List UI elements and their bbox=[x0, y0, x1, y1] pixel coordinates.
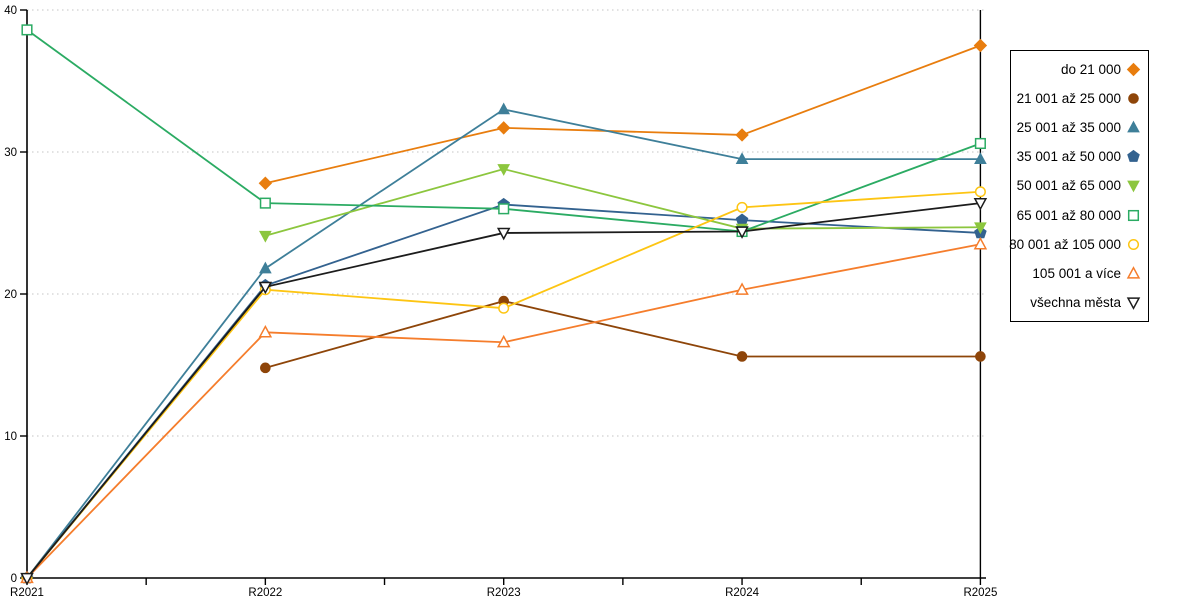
triangle-down-open-icon bbox=[1126, 297, 1141, 310]
triangle-up-marker bbox=[497, 102, 511, 115]
series-do-21-000 bbox=[258, 38, 988, 190]
legend-item-v-echna-m-sta: všechna města bbox=[1011, 295, 1148, 310]
diamond-filled-icon bbox=[1126, 62, 1141, 77]
triangle-up-filled-icon bbox=[1127, 120, 1140, 133]
series-50-001-a-65-000 bbox=[259, 164, 987, 243]
x-tick-label: R2024 bbox=[725, 587, 759, 599]
square-marker bbox=[259, 197, 271, 209]
axes: 0 10 20 30 40 R2021 R2022 R2023 R2024 R2025 bbox=[4, 5, 997, 599]
legend-label: 105 001 a více bbox=[1032, 265, 1121, 281]
triangle-up-marker bbox=[258, 324, 273, 338]
triangle-down-marker bbox=[973, 197, 988, 211]
triangle-down-filled-icon bbox=[1127, 181, 1140, 193]
chart-legend: do 21 000 21 001 až 25 000 25 001 až 35 00… bbox=[1009, 50, 1149, 322]
triangle-up-marker bbox=[259, 261, 272, 274]
triangle-up-marker bbox=[1126, 265, 1141, 279]
x-tick-label: R2023 bbox=[487, 587, 521, 599]
series-line bbox=[26, 202, 981, 579]
legend-label: 65 001 až 80 000 bbox=[1016, 207, 1121, 223]
legend-item-do-21-000: do 21 000 bbox=[1011, 62, 1148, 77]
legend-label: 21 001 až 25 000 bbox=[1016, 91, 1121, 107]
square-marker bbox=[974, 137, 986, 150]
series-21-001-a-25-000 bbox=[260, 295, 986, 374]
square-marker bbox=[1127, 209, 1140, 221]
circle-marker bbox=[975, 351, 986, 362]
triangle-up-marker bbox=[973, 236, 988, 250]
triangle-down-marker bbox=[497, 164, 511, 176]
series-80-001-a-105-000 bbox=[21, 186, 986, 584]
legend-item-105-001-a-v-ce: 105 001 a více bbox=[1011, 266, 1148, 281]
pentagon-marker bbox=[1127, 150, 1140, 163]
pentagon-marker bbox=[735, 213, 749, 226]
legend-label: 80 001 až 105 000 bbox=[1009, 236, 1121, 252]
gridlines bbox=[27, 9, 986, 437]
circle-marker bbox=[1127, 238, 1140, 250]
diamond-marker bbox=[735, 128, 749, 142]
series-line bbox=[265, 44, 981, 185]
diamond-marker bbox=[973, 38, 988, 53]
series-35-001-a-50-000 bbox=[20, 197, 987, 584]
x-tick-label: R2021 bbox=[10, 587, 44, 599]
legend-item-65-001-a-80-000: 65 001 až 80 000 bbox=[1011, 208, 1148, 223]
triangle-down-marker bbox=[735, 226, 749, 239]
legend-item-80-001-a-105-000: 80 001 až 105 000 bbox=[1009, 236, 1148, 252]
legend-label: 35 001 až 50 000 bbox=[1016, 149, 1121, 165]
x-tick-label: R2022 bbox=[248, 587, 282, 599]
legend-label: 50 001 až 65 000 bbox=[1016, 178, 1121, 194]
legend-item-25-001-a-35-000: 25 001 až 35 000 bbox=[1011, 120, 1148, 135]
x-tick-label: R2025 bbox=[963, 587, 997, 599]
circle-marker bbox=[260, 362, 271, 374]
square-marker bbox=[498, 203, 510, 215]
pentagon-filled-icon bbox=[1127, 150, 1140, 163]
legend-label: 25 001 až 35 000 bbox=[1016, 120, 1121, 136]
series-line bbox=[26, 190, 981, 579]
legend-label: do 21 000 bbox=[1060, 62, 1121, 78]
circle-marker bbox=[736, 201, 748, 213]
y-tick-label: 40 bbox=[4, 5, 17, 17]
triangle-up-open-icon bbox=[1126, 265, 1141, 279]
square-marker bbox=[21, 24, 33, 36]
triangle-up-marker bbox=[1127, 120, 1140, 133]
diamond-marker bbox=[1126, 62, 1141, 77]
series-line bbox=[265, 300, 981, 369]
triangle-up-marker bbox=[735, 282, 749, 295]
triangle-down-marker bbox=[974, 222, 987, 235]
circle-marker bbox=[974, 186, 986, 198]
series-line bbox=[265, 168, 981, 237]
triangle-down-marker bbox=[259, 230, 272, 243]
triangle-down-marker bbox=[496, 227, 511, 241]
y-tick-label: 20 bbox=[4, 289, 17, 301]
y-tick-label: 10 bbox=[4, 431, 17, 443]
triangle-up-marker bbox=[735, 152, 749, 164]
triangle-up-marker bbox=[974, 152, 987, 164]
circle-filled-icon bbox=[1128, 93, 1139, 104]
legend-item-50-001-a-65-000: 50 001 až 65 000 bbox=[1011, 178, 1148, 193]
circle-marker bbox=[498, 302, 510, 314]
series-v-echna-m-sta bbox=[20, 197, 988, 586]
diamond-marker bbox=[258, 176, 273, 190]
y-tick-label: 0 bbox=[11, 573, 17, 585]
triangle-down-marker bbox=[1127, 181, 1140, 193]
circle-marker bbox=[736, 351, 748, 362]
circle-open-icon bbox=[1127, 238, 1140, 250]
triangle-up-marker bbox=[496, 334, 511, 348]
legend-item-21-001-a-25-000: 21 001 až 25 000 bbox=[1011, 91, 1148, 106]
circle-marker bbox=[1128, 93, 1139, 104]
triangle-down-marker bbox=[1126, 297, 1141, 310]
y-tick-label: 30 bbox=[4, 147, 17, 159]
diamond-marker bbox=[496, 121, 511, 135]
triangle-down-marker bbox=[258, 281, 273, 295]
legend-item-35-001-a-50-000: 35 001 až 50 000 bbox=[1011, 149, 1148, 164]
triangle-down-marker bbox=[20, 572, 34, 586]
legend-label: všechna města bbox=[1030, 294, 1121, 310]
square-open-icon bbox=[1127, 209, 1140, 221]
